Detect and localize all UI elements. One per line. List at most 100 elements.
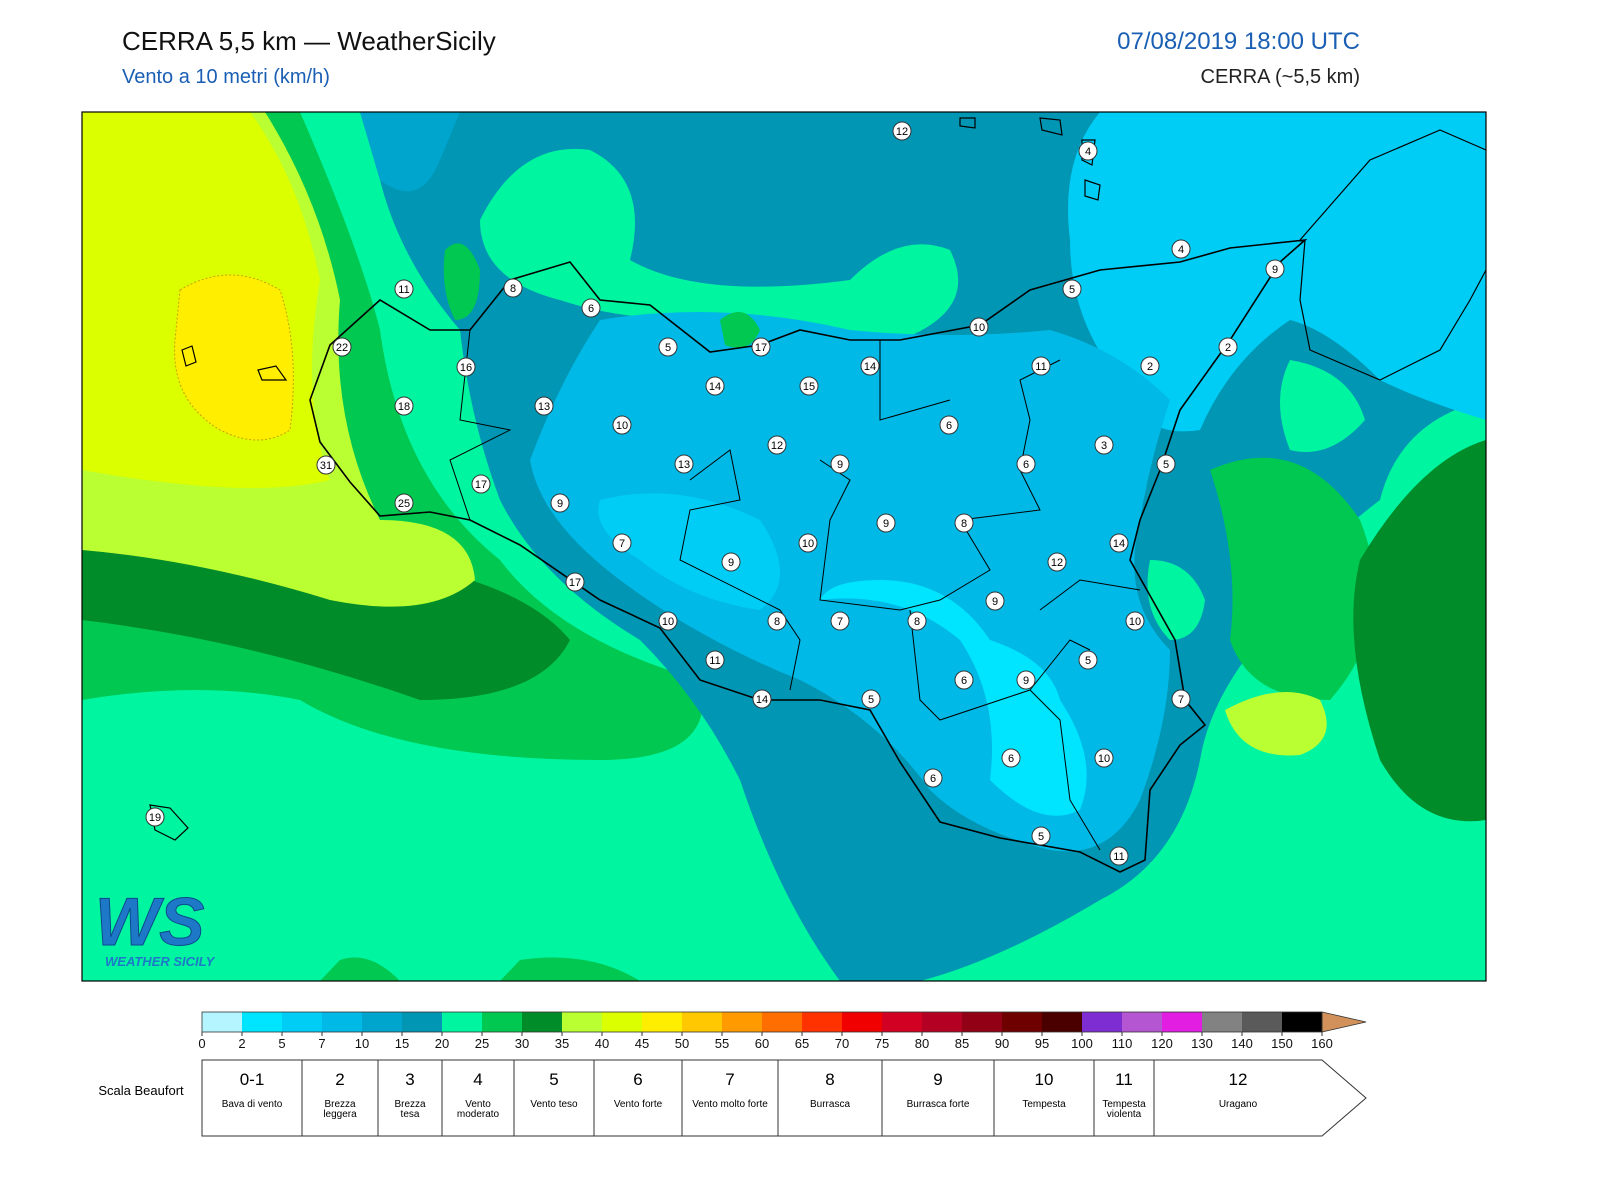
station-value: 7 [837,616,843,628]
colorbar-tick-label: 130 [1191,1036,1213,1051]
beaufort-name: Burrasca forte [906,1099,970,1110]
station-value: 25 [398,498,410,510]
colorbar-tick-label: 80 [915,1036,929,1051]
colorbar-bin [1082,1012,1122,1032]
station-value: 31 [320,460,332,472]
colorbar-tick-label: 70 [835,1036,849,1051]
beaufort-name: Burrasca [809,1099,850,1110]
station-value: 22 [336,342,348,354]
logo-caption: Weather Sicily [105,954,216,969]
colorbar-bin [802,1012,842,1032]
station-marker [1094,748,1114,768]
colorbar-bin [282,1012,322,1032]
station-marker [658,611,678,631]
beaufort-force: 0-1 [239,1070,265,1089]
station-marker [1047,552,1067,572]
colorbar-tick-label: 160 [1311,1036,1333,1051]
station-marker [1171,689,1191,709]
station-value: 11 [709,655,720,667]
colorbar-tick-label: 45 [635,1036,649,1051]
station-value: 14 [864,361,876,373]
station-marker [612,533,632,553]
colorbar-bin [842,1012,882,1032]
station-value: 4 [1178,244,1184,256]
colorbar-tick-label: 100 [1071,1036,1093,1051]
logo: WS Weather Sicily [95,884,216,970]
wind-field [82,112,1486,981]
colorbar-tick-label: 75 [875,1036,889,1051]
beaufort-level: 2 Brezza leggera [304,1070,376,1120]
station-marker [1078,141,1098,161]
beaufort-name: Bava di vento [221,1099,283,1110]
colorbar-bin [1242,1012,1282,1032]
station-value: 5 [1163,459,1169,471]
station-marker [860,356,880,376]
station-marker [1078,650,1098,670]
colorbar: 0 2 5 7 10 15 20 25 30 35 40 45 50 55 60 65 70 75 80 85 90 95… [198,1011,1367,1051]
station-marker [534,396,554,416]
station-marker [1031,826,1051,846]
beaufort-name: Vento forte [613,1099,663,1110]
beaufort-level: 9 Burrasca forte [884,1070,992,1110]
colorbar-bin [1122,1012,1162,1032]
station-value: 13 [538,401,550,413]
colorbar-tick-label: 5 [278,1036,285,1051]
station-marker [1125,611,1145,631]
station-marker [394,279,414,299]
colorbar-bin [882,1012,922,1032]
beaufort-level: 8 Burrasca [780,1070,880,1110]
colorbar-tick-label: 55 [715,1036,729,1051]
beaufort-force: 9 [933,1070,943,1089]
station-marker [612,415,632,435]
station-marker [394,493,414,513]
station-value: 11 [1113,851,1124,863]
station-marker [1016,670,1036,690]
logo-mark: WS [95,884,205,960]
colorbar-tick-label: 60 [755,1036,769,1051]
station-marker [830,454,850,474]
colorbar-bin [1202,1012,1242,1032]
station-marker [892,121,912,141]
station-value: 9 [883,518,889,530]
station-marker [830,611,850,631]
colorbar-tick-label: 35 [555,1036,569,1051]
station-value: 14 [1113,538,1125,550]
station-marker [1001,748,1021,768]
colorbar-bin [1002,1012,1042,1032]
station-value: 6 [946,420,952,432]
station-value: 10 [1098,753,1110,765]
station-marker [939,415,959,435]
beaufort-level: 6 Vento forte [596,1070,680,1110]
station-value: 8 [510,283,516,295]
station-value: 11 [1035,361,1046,373]
station-marker [705,376,725,396]
station-marker [954,670,974,690]
station-value: 10 [1129,616,1141,628]
colorbar-bin [362,1012,402,1032]
station-marker [581,298,601,318]
station-marker [1094,435,1114,455]
station-value: 6 [1008,753,1014,765]
beaufort-force: 10 [1034,1070,1054,1089]
station-value: 10 [802,538,814,550]
station-marker [1062,279,1082,299]
beaufort-level: 0-1 Bava di vento [204,1070,300,1110]
station-value: 12 [771,440,783,452]
beaufort-name: Vento moderato [456,1099,500,1120]
station-value: 13 [678,459,690,471]
colorbar-tick-label: 2 [238,1036,245,1051]
station-value: 14 [756,694,768,706]
beaufort-name: Tempesta [1022,1099,1066,1110]
station-marker [876,513,896,533]
station-value: 10 [616,420,628,432]
station-value: 10 [662,616,674,628]
station-marker [985,591,1005,611]
beaufort-level: 11 Tempesta violenta [1096,1070,1152,1120]
beaufort-level: 7 Vento molto forte [684,1070,776,1110]
colorbar-bin [402,1012,442,1032]
beaufort-force: 3 [405,1070,415,1089]
station-marker [1218,337,1238,357]
station-marker [471,474,491,494]
